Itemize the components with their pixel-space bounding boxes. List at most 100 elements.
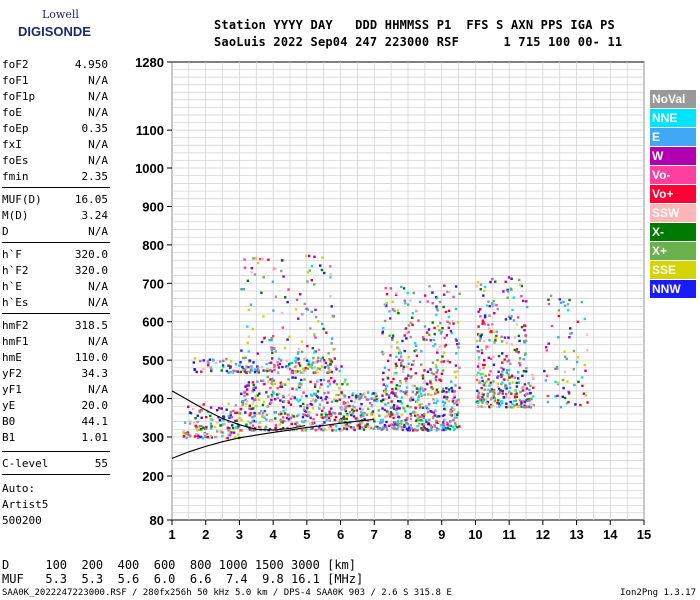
echo-point (383, 390, 386, 394)
echo-point (291, 414, 294, 417)
echo-point (199, 435, 202, 439)
echo-point (482, 384, 486, 387)
echo-point (321, 423, 324, 426)
echo-point (230, 431, 233, 434)
echo-point (482, 294, 485, 297)
echo-point (325, 415, 329, 418)
echo-point (414, 406, 417, 409)
echo-point (247, 350, 250, 353)
echo-point (245, 371, 248, 375)
echo-point (396, 428, 399, 431)
echo-point (481, 372, 485, 376)
echo-point (341, 393, 345, 396)
echo-point (317, 356, 320, 359)
echo-point (256, 394, 260, 397)
echo-point (270, 336, 273, 340)
echo-point (295, 298, 299, 301)
echo-point (415, 429, 419, 432)
echo-point (351, 408, 354, 411)
param-value: 44.1 (81, 415, 109, 428)
echo-point (443, 395, 446, 398)
echo-point (405, 386, 409, 389)
echo-point (450, 332, 453, 335)
echo-point (442, 426, 445, 429)
echo-point (244, 411, 247, 414)
echo-point (498, 391, 501, 394)
echo-point (393, 427, 396, 431)
echo-point (426, 382, 429, 386)
echo-point (189, 412, 193, 415)
echo-point (325, 418, 329, 421)
echo-point (261, 257, 264, 261)
echo-point (420, 363, 423, 366)
echo-point (447, 388, 451, 391)
echo-point (366, 419, 369, 423)
echo-point (518, 357, 522, 360)
echo-point (395, 292, 398, 295)
echo-point (388, 334, 391, 337)
echo-point (313, 255, 316, 258)
echo-point (244, 368, 247, 371)
panel-divider (2, 474, 110, 475)
echo-point (345, 427, 349, 431)
echo-point (532, 395, 535, 398)
echo-point (455, 399, 458, 402)
echo-point (494, 336, 497, 340)
echo-point (319, 379, 323, 382)
echo-point (314, 392, 317, 395)
echo-point (453, 402, 456, 405)
echo-point (242, 288, 245, 291)
echo-point (322, 426, 325, 429)
echo-point (209, 434, 212, 438)
echo-point (326, 364, 329, 367)
digisonde-logo: Lowell DIGISONDE (4, 6, 104, 46)
echo-point (477, 356, 481, 359)
echo-point (475, 374, 478, 377)
echo-point (223, 422, 227, 426)
echo-point (436, 415, 439, 418)
echo-point (427, 422, 431, 426)
echo-point (444, 343, 447, 347)
echo-point (475, 378, 479, 382)
echo-point (435, 398, 439, 401)
echo-point (432, 338, 435, 342)
echo-point (406, 365, 409, 368)
echo-point (554, 380, 557, 383)
echo-point (481, 383, 484, 386)
echo-point (371, 410, 375, 413)
echo-point (346, 401, 350, 404)
echo-point (530, 397, 533, 400)
echo-point (416, 391, 419, 394)
y-tick-label: 800 (142, 238, 164, 253)
echo-point (329, 414, 332, 418)
echo-point (241, 365, 244, 369)
echo-point (287, 399, 290, 403)
echo-point (424, 388, 427, 391)
echo-point (231, 424, 234, 427)
echo-point (518, 362, 521, 365)
echo-point (260, 366, 264, 369)
echo-point (409, 376, 412, 379)
echo-point (490, 302, 494, 305)
echo-point (364, 424, 367, 427)
x-tick-label: 15 (637, 527, 651, 542)
param-key: D (2, 225, 9, 238)
legend-item-vo-: Vo+ (650, 185, 696, 203)
echo-point (324, 397, 327, 401)
echo-point (296, 370, 299, 373)
param-value: 320.0 (74, 264, 108, 277)
echo-point (362, 414, 365, 417)
echo-point (435, 371, 438, 374)
echo-points (182, 254, 589, 440)
echo-point (414, 411, 417, 414)
echo-point (237, 424, 240, 427)
echo-point (200, 409, 203, 412)
echo-point (480, 351, 484, 355)
echo-point (482, 399, 485, 402)
echo-point (370, 392, 374, 396)
echo-point (205, 408, 209, 412)
echo-point (441, 355, 444, 358)
echo-point (501, 401, 504, 405)
echo-point (443, 413, 446, 417)
echo-point (572, 349, 576, 353)
